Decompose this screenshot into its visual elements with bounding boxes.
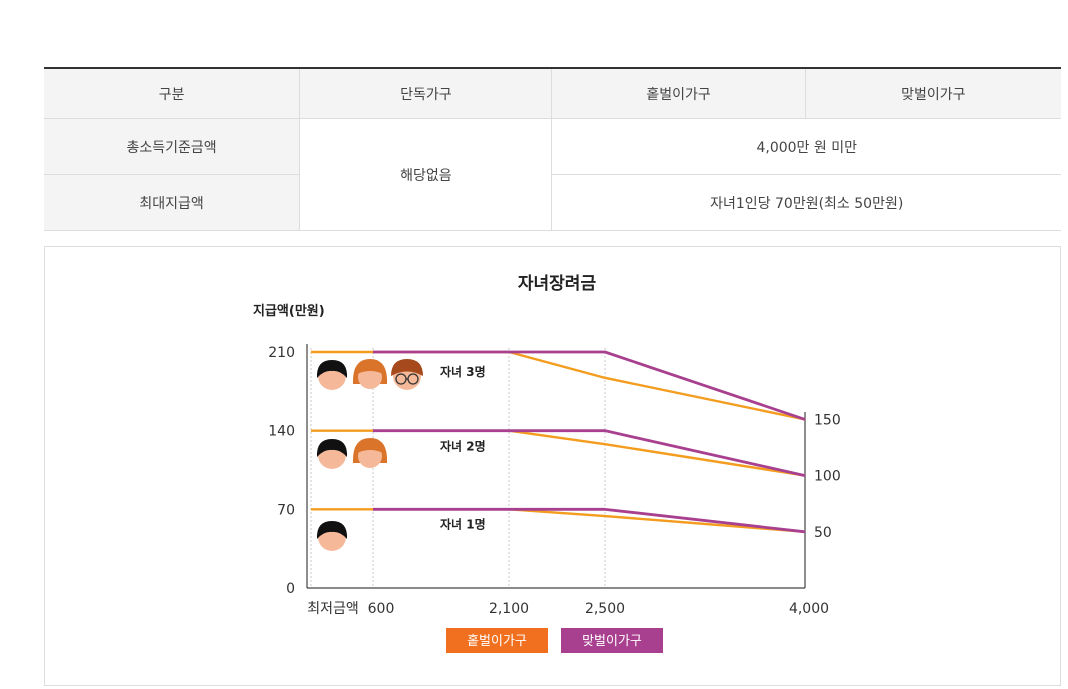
- table-row: 총소득기준금액 해당없음 4,000만 원 미만: [44, 118, 1061, 231]
- y-tick-label: 70: [277, 502, 295, 518]
- chart-title: 자녀장려금: [518, 274, 597, 294]
- x-tick-label: 최저금액: [307, 601, 359, 617]
- legend-label: 맞벌이가구: [582, 634, 642, 649]
- children-illustrations: [316, 359, 423, 551]
- girl-face-icon: [352, 438, 388, 468]
- income-threshold-value: 4,000만 원 미만: [551, 118, 1061, 175]
- series-line: [373, 429, 806, 477]
- table-header-row: 구분 단독가구 홑벌이가구 맞벌이가구: [44, 68, 1061, 119]
- legend-swatch: [446, 628, 548, 653]
- y-tick-label: 140: [268, 424, 295, 440]
- series-line: [311, 350, 806, 421]
- header-dual-earner: 맞벌이가구: [804, 68, 1061, 119]
- legend-swatch: [561, 628, 663, 653]
- right-end-label: 50: [814, 525, 832, 541]
- x-tick-label: 2,100: [489, 601, 529, 617]
- legend-label: 홑벌이가구: [467, 634, 527, 649]
- chart-labels: 0 70 140 210 최저금액 600 2,100 2,500 4,000 150 100 50 자…: [268, 345, 840, 617]
- group-label: 자녀 2명: [440, 439, 486, 454]
- y-tick-label: 0: [286, 581, 295, 597]
- right-end-label: 150: [814, 412, 841, 428]
- legend-item: 홑벌이가구: [446, 628, 548, 653]
- chart-series: [311, 350, 806, 534]
- group-label: 자녀 3명: [440, 364, 486, 379]
- glasses-child-face-icon: [391, 359, 423, 390]
- income-criteria-table: 구분 단독가구 홑벌이가구 맞벌이가구 총소득기준금액 해당없음 4,000만 …: [44, 67, 1061, 231]
- group-label: 자녀 1명: [440, 516, 486, 531]
- legend-item: 맞벌이가구: [561, 628, 663, 653]
- series-line: [373, 507, 806, 534]
- y-tick-label: 210: [268, 345, 295, 361]
- table-row: 최대지급액 자녀1인당 70만원(최소 50만원): [44, 174, 1061, 231]
- series-line: [311, 508, 806, 534]
- boy-face-icon: [316, 439, 348, 469]
- boy-face-icon: [316, 360, 348, 390]
- right-end-label: 100: [814, 469, 841, 485]
- max-payment-value: 자녀1인당 70만원(최소 50만원): [551, 174, 1061, 231]
- y-axis-label: 지급액(만원): [253, 303, 325, 319]
- x-tick-label: 4,000: [789, 601, 829, 617]
- x-tick-label: 600: [368, 601, 395, 617]
- boy-face-icon: [316, 521, 348, 551]
- header-category: 구분: [44, 68, 300, 119]
- header-single-earner: 홑벌이가구: [551, 68, 806, 119]
- girl-face-icon: [352, 359, 388, 389]
- chart-legend: 홑벌이가구 맞벌이가구: [446, 628, 663, 653]
- single-not-applicable: 해당없음: [299, 118, 552, 231]
- row-label-income-threshold: 총소득기준금액: [44, 118, 300, 175]
- row-label-max-payment: 최대지급액: [44, 174, 300, 231]
- header-single: 단독가구: [299, 68, 552, 119]
- chart-axes: [306, 344, 806, 589]
- chart-container: 자녀장려금 지급액(만원) 0 70 140 210 최저금액 600 2,100 2,500…: [44, 246, 1061, 686]
- x-tick-label: 2,500: [585, 601, 625, 617]
- series-line: [373, 350, 806, 421]
- child-incentive-chart: 자녀장려금 지급액(만원) 0 70 140 210 최저금액 600 2,100 2,500…: [253, 274, 841, 653]
